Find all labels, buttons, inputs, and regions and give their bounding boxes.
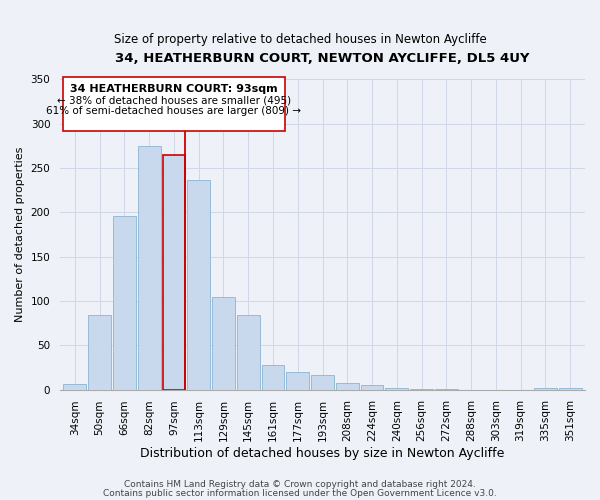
Text: 61% of semi-detached houses are larger (809) →: 61% of semi-detached houses are larger (… (46, 106, 301, 116)
Bar (336, 384, 359, 390)
Bar (88, 315, 111, 390)
Bar (64, 384, 86, 390)
X-axis label: Distribution of detached houses by size in Newton Aycliffe: Distribution of detached houses by size … (140, 447, 505, 460)
Bar (212, 298, 235, 390)
Bar (385, 388, 408, 390)
Bar (237, 315, 260, 390)
Bar (361, 385, 383, 390)
Text: 34 HEATHERBURN COURT: 93sqm: 34 HEATHERBURN COURT: 93sqm (70, 84, 278, 94)
Bar (286, 372, 309, 390)
Y-axis label: Number of detached properties: Number of detached properties (15, 146, 25, 322)
Bar (163, 154, 185, 390)
Bar (262, 365, 284, 390)
Bar (113, 216, 136, 390)
Text: ← 38% of detached houses are smaller (495): ← 38% of detached houses are smaller (49… (57, 95, 291, 105)
Title: 34, HEATHERBURN COURT, NEWTON AYCLIFFE, DL5 4UY: 34, HEATHERBURN COURT, NEWTON AYCLIFFE, … (115, 52, 530, 66)
Bar (187, 180, 210, 390)
Bar (62, 78, 286, 130)
Bar (410, 388, 433, 390)
Bar (559, 388, 581, 390)
Text: Contains public sector information licensed under the Open Government Licence v3: Contains public sector information licen… (103, 488, 497, 498)
Text: Size of property relative to detached houses in Newton Aycliffe: Size of property relative to detached ho… (113, 32, 487, 46)
Bar (435, 388, 458, 390)
Bar (311, 376, 334, 390)
Text: Contains HM Land Registry data © Crown copyright and database right 2024.: Contains HM Land Registry data © Crown c… (124, 480, 476, 489)
Bar (138, 146, 161, 390)
Bar (534, 388, 557, 390)
